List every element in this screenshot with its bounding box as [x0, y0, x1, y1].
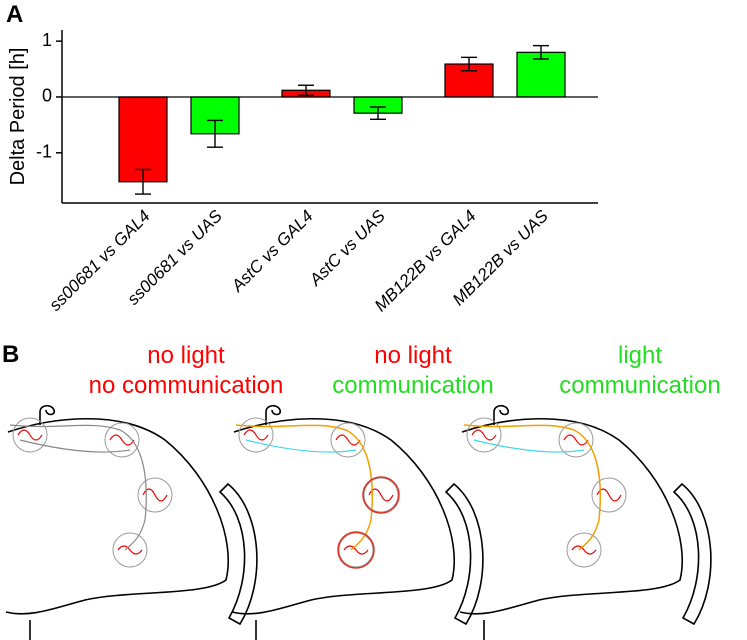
- condition-label: no communication: [89, 372, 284, 399]
- x-tick-label: AstC vs UAS: [305, 206, 389, 290]
- condition-label: no light: [374, 342, 452, 369]
- diagram: [231, 404, 484, 640]
- y-tick-label: 0: [42, 86, 52, 106]
- x-tick-label: AstC vs GAL4: [227, 206, 317, 296]
- condition-label: communication: [332, 372, 493, 399]
- error-bar: [298, 84, 314, 96]
- panel-label: B: [2, 341, 19, 368]
- panel-label: A: [6, 1, 23, 28]
- error-bar: [207, 119, 223, 148]
- error-bar: [370, 106, 386, 120]
- diagram: [5, 404, 258, 640]
- bar: [118, 96, 168, 183]
- y-axis-label: Delta Period [h]: [7, 48, 29, 186]
- error-bar: [461, 56, 477, 72]
- y-tick-label: 1: [42, 30, 52, 50]
- error-bar: [533, 44, 549, 60]
- condition-label: light: [618, 342, 662, 369]
- diagram: [459, 404, 712, 640]
- condition-label: no light: [147, 342, 225, 369]
- y-tick-label: -1: [36, 142, 52, 162]
- condition-labels: no light no communication no light communic…: [89, 342, 721, 399]
- error-bar: [135, 168, 151, 195]
- condition-label: communication: [559, 372, 720, 399]
